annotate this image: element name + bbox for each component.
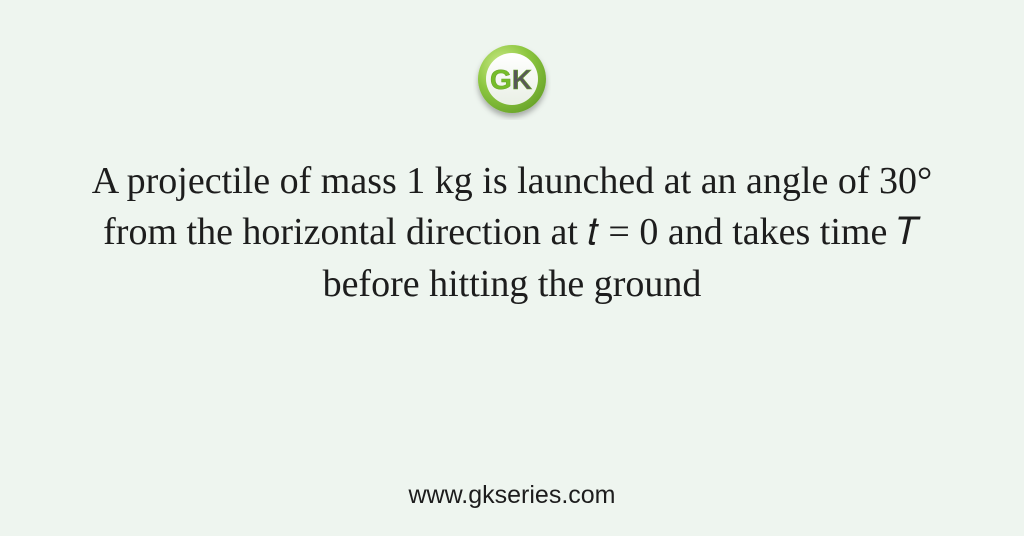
gk-logo-svg: GK <box>473 42 551 120</box>
gk-logo: GK <box>473 42 551 125</box>
footer-url: www.gkseries.com <box>409 481 616 510</box>
svg-text:GK: GK <box>490 64 532 95</box>
question-text: A projectile of mass 1 kg is launched at… <box>87 156 937 310</box>
